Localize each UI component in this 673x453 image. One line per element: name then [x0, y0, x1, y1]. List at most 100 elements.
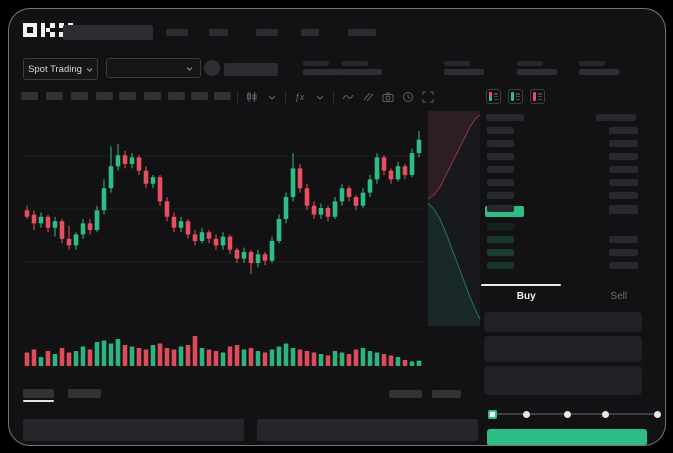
bid-row-amount[interactable]	[609, 236, 638, 243]
slider-stop-0[interactable]	[487, 409, 497, 419]
divider	[285, 91, 286, 103]
stat-value-4	[517, 69, 557, 75]
nav-item-1[interactable]	[166, 29, 188, 36]
submit-buy-button[interactable]	[487, 429, 647, 445]
pair-search-placeholder[interactable]	[63, 25, 153, 40]
tab-sell[interactable]: Sell	[610, 290, 628, 302]
market-type-label: Spot Trading	[28, 63, 82, 75]
slider-stop-2[interactable]	[563, 410, 571, 418]
ask-row-price[interactable]	[487, 127, 514, 134]
compare-icon[interactable]	[361, 91, 374, 104]
interval-button-5[interactable]	[119, 92, 136, 100]
nav-item-2[interactable]	[209, 29, 228, 36]
orderbook-header-amount	[596, 114, 636, 121]
bottom-active-tab-indicator	[23, 400, 54, 402]
chevron-down-icon	[86, 66, 93, 73]
volume-chart	[24, 336, 422, 366]
bid-row-amount[interactable]	[609, 249, 638, 256]
interval-button-9[interactable]	[214, 92, 231, 100]
chevron-down-icon[interactable]	[265, 91, 278, 104]
slider-stop-4[interactable]	[653, 410, 661, 418]
logo-k	[41, 23, 55, 37]
bottom-tab-history[interactable]	[68, 389, 101, 398]
chart-toolbar-icons: ƒx	[237, 89, 434, 105]
logo-o	[23, 23, 37, 37]
ask-row-amount[interactable]	[609, 127, 638, 134]
ask-row-amount[interactable]	[609, 140, 638, 147]
indicator-fx-icon[interactable]: ƒx	[294, 92, 305, 102]
orders-table-placeholder	[257, 419, 478, 441]
slider-stop-1[interactable]	[522, 410, 530, 418]
history-clock-icon[interactable]	[401, 91, 414, 104]
book-color-bar	[533, 92, 536, 101]
orders-table-placeholder	[23, 419, 244, 441]
ask-row-price[interactable]	[487, 153, 514, 160]
pair-avatar	[204, 60, 220, 76]
stat-value-2	[342, 69, 382, 75]
ask-row-price[interactable]	[487, 166, 514, 173]
bottom-action-placeholder[interactable]	[432, 390, 461, 398]
ask-row-amount[interactable]	[609, 153, 638, 160]
book-lines	[516, 92, 520, 101]
book-all-icon[interactable]	[486, 89, 501, 104]
price-input-placeholder[interactable]	[484, 312, 642, 332]
divider	[237, 91, 238, 103]
trade-tabs: Buy Sell	[480, 284, 665, 308]
bid-row-price[interactable]	[487, 249, 514, 256]
total-input-placeholder[interactable]	[484, 366, 642, 395]
book-color-bar	[489, 92, 492, 101]
stat-value-1	[303, 69, 343, 75]
stat-label-3	[444, 61, 470, 66]
trendline-icon[interactable]	[341, 91, 354, 104]
app-window: Spot Trading ƒx	[8, 8, 666, 446]
ask-row-amount[interactable]	[609, 166, 638, 173]
ask-row-amount[interactable]	[609, 207, 638, 214]
stat-value-3	[444, 69, 484, 75]
interval-button-3[interactable]	[71, 92, 88, 100]
interval-button-2[interactable]	[46, 92, 63, 100]
market-type-selector[interactable]: Spot Trading	[23, 58, 98, 80]
camera-icon[interactable]	[381, 91, 394, 104]
interval-button-7[interactable]	[168, 92, 185, 100]
pair-name-placeholder	[224, 63, 278, 76]
interval-button-8[interactable]	[191, 92, 208, 100]
slider-stop-3[interactable]	[601, 410, 609, 418]
pair-dropdown[interactable]	[106, 58, 201, 78]
amount-slider-track[interactable]	[492, 413, 657, 415]
book-color-bar	[511, 92, 514, 101]
candlestick-chart[interactable]	[21, 114, 426, 331]
stat-label-2	[342, 61, 368, 66]
interval-button-4[interactable]	[96, 92, 113, 100]
nav-item-3[interactable]	[256, 29, 278, 36]
tab-buy[interactable]: Buy	[516, 290, 536, 302]
book-lines	[538, 92, 542, 101]
interval-button-6[interactable]	[144, 92, 161, 100]
nav-item-5[interactable]	[348, 29, 376, 36]
ask-row-amount[interactable]	[609, 179, 638, 186]
book-asks-icon[interactable]	[530, 89, 545, 104]
active-tab-indicator	[481, 284, 561, 286]
ask-row-amount[interactable]	[609, 192, 638, 199]
stat-label-4	[517, 61, 543, 66]
candle-style-icon[interactable]	[245, 91, 258, 104]
orderbook-header-price	[486, 114, 524, 121]
bid-row-price[interactable]	[487, 223, 514, 230]
interval-button-1[interactable]	[21, 92, 38, 100]
bid-row-price[interactable]	[487, 236, 514, 243]
ask-row-price[interactable]	[487, 205, 514, 212]
stat-label-1	[303, 61, 329, 66]
divider	[333, 91, 334, 103]
stat-value-5	[579, 69, 619, 75]
amount-input-placeholder[interactable]	[484, 336, 642, 362]
bottom-action-placeholder[interactable]	[389, 390, 422, 398]
bid-row-amount[interactable]	[609, 262, 638, 269]
bid-row-price[interactable]	[487, 262, 514, 269]
ask-row-price[interactable]	[487, 179, 514, 186]
bottom-tab-orders[interactable]	[23, 389, 54, 398]
ask-row-price[interactable]	[487, 192, 514, 199]
fullscreen-icon[interactable]	[421, 91, 434, 104]
chevron-down-icon[interactable]	[313, 91, 326, 104]
book-bids-icon[interactable]	[508, 89, 523, 104]
nav-item-4[interactable]	[301, 29, 319, 36]
ask-row-price[interactable]	[487, 140, 514, 147]
